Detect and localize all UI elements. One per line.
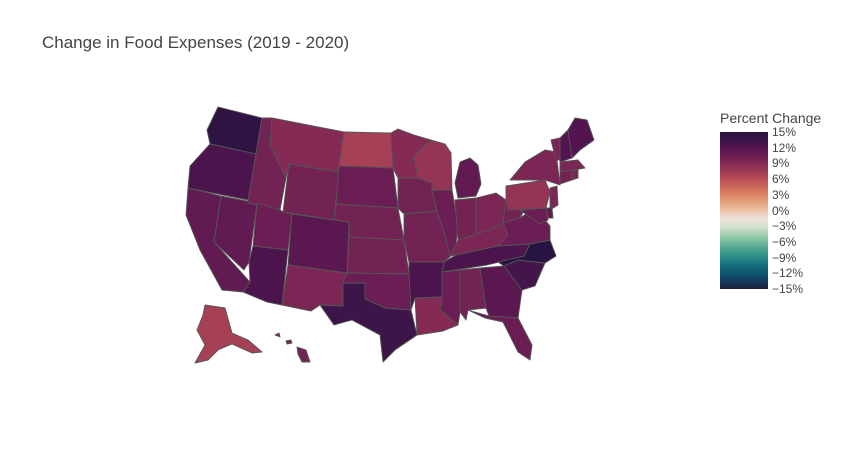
state-tx[interactable] xyxy=(319,282,418,363)
colorbar-title: Percent Change xyxy=(720,110,822,126)
state-hi[interactable] xyxy=(274,332,311,363)
chart-title: Change in Food Expenses (2019 - 2020) xyxy=(42,33,350,52)
state-az[interactable] xyxy=(242,245,289,306)
colorbar-tick-label: 15% xyxy=(772,125,797,139)
state-ia[interactable] xyxy=(397,177,438,215)
state-wy[interactable] xyxy=(282,163,340,221)
colorbar-tick-label: −6% xyxy=(772,234,797,249)
colorbar-tick-label: −15% xyxy=(772,282,804,296)
state-ks[interactable] xyxy=(346,236,410,275)
state-ri[interactable] xyxy=(571,169,579,181)
state-fl[interactable] xyxy=(467,309,533,361)
state-sd[interactable] xyxy=(335,165,399,209)
state-co[interactable] xyxy=(287,213,350,274)
state-ma[interactable] xyxy=(559,159,586,173)
colorbar-tick-label: −3% xyxy=(772,219,797,234)
colorbar xyxy=(720,132,768,289)
state-in[interactable] xyxy=(454,197,477,241)
state-md[interactable] xyxy=(519,207,549,225)
state-ct[interactable] xyxy=(559,169,573,185)
state-nd[interactable] xyxy=(338,131,394,169)
colorbar-tick-label: 9% xyxy=(772,156,790,171)
state-mi[interactable] xyxy=(454,157,482,199)
colorbar-tick-label: −9% xyxy=(772,250,797,265)
state-nj[interactable] xyxy=(549,185,559,211)
colorbar-tick-label: 3% xyxy=(772,187,790,202)
colorbar-tick-label: 0% xyxy=(772,203,790,218)
state-nm[interactable] xyxy=(281,264,348,312)
state-me[interactable] xyxy=(567,117,595,159)
state-ny[interactable] xyxy=(509,149,561,186)
colorbar-tick-label: −12% xyxy=(772,266,804,281)
state-ak[interactable] xyxy=(194,304,263,364)
colorbar-tick-label: 12% xyxy=(772,140,797,155)
state-pa[interactable] xyxy=(505,179,551,211)
colorbar-tick-label: 6% xyxy=(772,172,790,187)
colorbar-gradient xyxy=(720,132,768,289)
state-or[interactable] xyxy=(187,143,257,201)
state-nc[interactable] xyxy=(497,239,557,267)
